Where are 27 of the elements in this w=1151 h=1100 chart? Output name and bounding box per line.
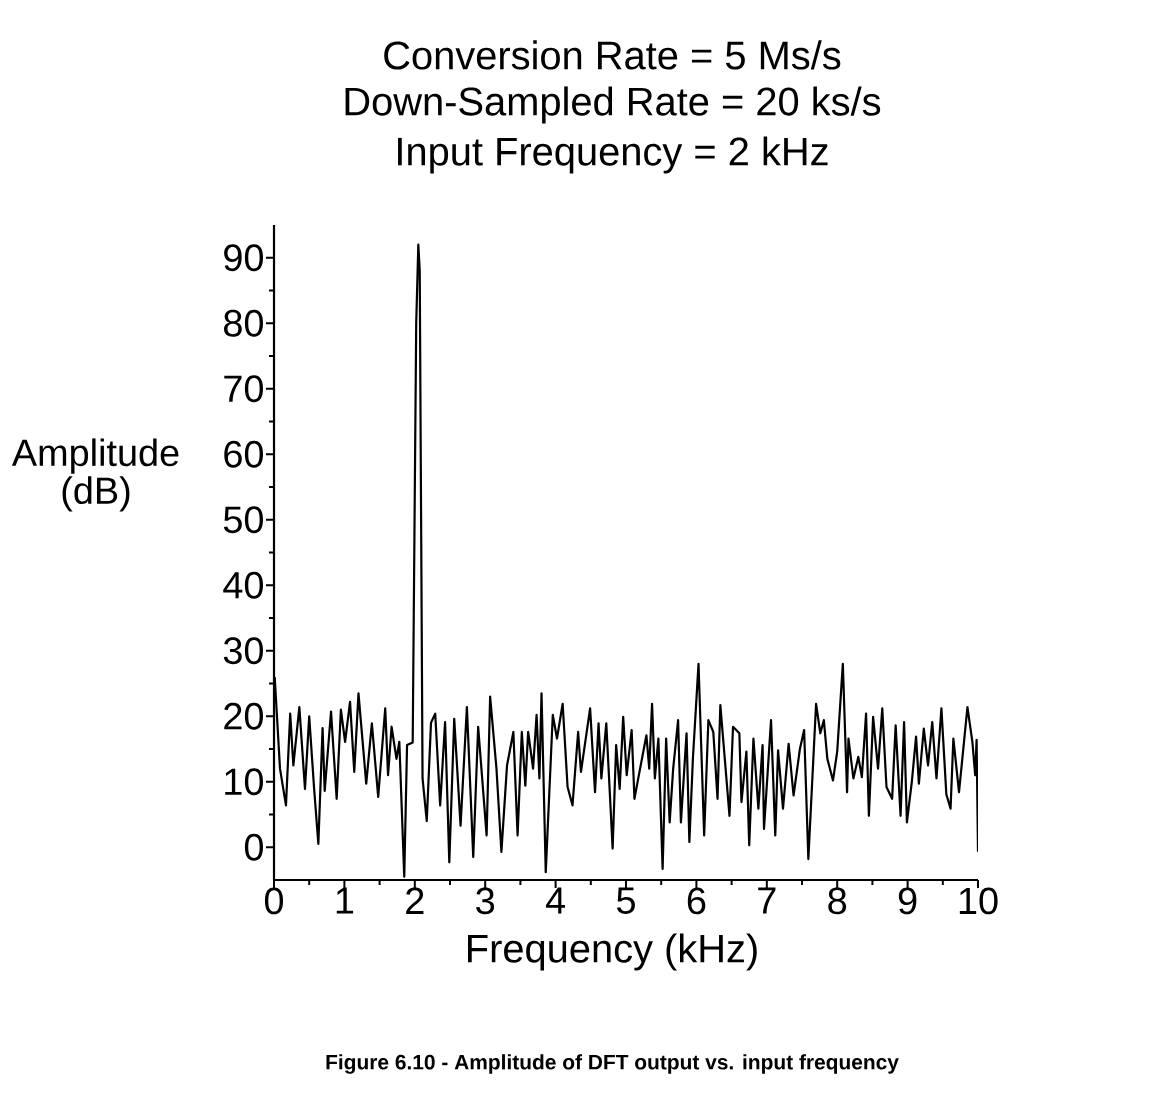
x-tick-label: 5 — [617, 887, 635, 914]
y-tick-label: 60 — [224, 440, 263, 468]
y-tick-label: 90 — [224, 244, 263, 272]
y-tick-label: 80 — [224, 309, 263, 337]
x-tick-label: 10 — [959, 887, 998, 915]
y-tick-label: 0 — [244, 833, 264, 861]
x-tick-label: 3 — [476, 887, 495, 915]
chart-title: Conversion Rate = 5 Ms/s — [384, 40, 841, 70]
y-tick-label: 10 — [225, 768, 263, 796]
chart-subtitle: Down-Sampled Rate = 20 ks/s — [345, 86, 881, 124]
x-tick-label: 9 — [898, 887, 917, 915]
y-axis-title: Amplitude (dB) — [11, 438, 179, 512]
x-axis-title: Frequency (kHz) — [468, 933, 757, 971]
x-tick-label: 6 — [687, 887, 706, 915]
text: Input Frequency = 2 kHz — [398, 136, 828, 174]
y-tick-label: 20 — [224, 702, 263, 730]
x-tick-label: 2 — [406, 887, 424, 914]
x-tick-label: 4 — [545, 887, 566, 914]
x-tick-label: 7 — [758, 887, 776, 914]
x-tick-label: 8 — [828, 887, 847, 915]
caption: Figure 6.10 - Amplitude of DFT output vs. input frequency — [326, 1054, 899, 1074]
y-tick-label: 30 — [223, 637, 263, 665]
y-tick-label: 40 — [223, 571, 263, 599]
y-tick-label: 70 — [224, 375, 263, 403]
x-tick-label: 1 — [336, 887, 354, 914]
y-tick-label: 50 — [223, 506, 263, 534]
x-tick-label: 0 — [264, 887, 284, 915]
